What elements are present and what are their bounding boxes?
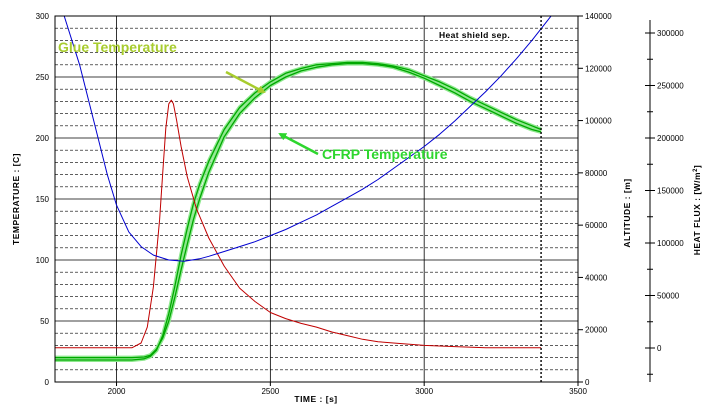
glue-arrow [225, 70, 266, 94]
temperature-tick-label: 150 [36, 195, 50, 204]
series-line [55, 99, 542, 349]
altitude-tick-label: 0 [585, 378, 590, 387]
heatflux-tick-label: 0 [657, 344, 662, 353]
temperature-tick-label: 0 [45, 378, 50, 387]
altitude-tick-label: 60000 [585, 221, 608, 230]
altitude-tick-label: 20000 [585, 326, 608, 335]
series-line [55, 61, 542, 361]
altitude-tick-label: 40000 [585, 273, 608, 282]
temperature-tick-label: 200 [36, 134, 50, 143]
x-axis-label: TIME : [s] [294, 394, 337, 404]
heatflux-tick-label: 300000 [657, 29, 684, 38]
cfrp-temperature-label: CFRP Temperature [322, 146, 448, 162]
heatflux-tick-label: 150000 [657, 187, 684, 196]
grid [55, 16, 578, 382]
heatflux-tick-label: 200000 [657, 134, 684, 143]
heatflux-label-sup: 2 [693, 168, 699, 172]
x-tick-label: 3500 [569, 387, 587, 396]
altitude-axis-ticks: 0 20000 40000 60000 80000 100000 120000 140000 [578, 12, 612, 387]
heatflux-tick-label: 50000 [657, 292, 680, 301]
x-tick-label: 2500 [261, 387, 279, 396]
heatflux-label-main: HEAT FLUX : [W/m [692, 172, 702, 255]
altitude-tick-label: 100000 [585, 117, 612, 126]
cfrp-arrow [278, 132, 319, 156]
heatflux-label-end: ] [692, 165, 702, 168]
temperature-tick-label: 100 [36, 256, 50, 265]
heatflux-axis-label: HEAT FLUX : [W/m2] [692, 165, 702, 256]
plot-frame [54, 15, 579, 383]
temperature-axis-label: TEMPERATURE : [C] [11, 153, 21, 245]
temperature-tick-label: 300 [36, 12, 50, 21]
heatflux-axis-ticks: 0 50000 100000 150000 200000 250000 300000 [645, 29, 684, 375]
temperature-axis-ticks: 0 50 100 150 200 250 300 [36, 12, 50, 387]
x-tick-label: 3000 [415, 387, 433, 396]
x-tick-label: 2000 [108, 387, 126, 396]
altitude-tick-label: 120000 [585, 64, 612, 73]
series-line [55, 62, 542, 359]
series-line [63, 16, 552, 262]
x-axis-ticks: 2000 2500 3000 3500 [108, 382, 587, 396]
altitude-tick-label: 140000 [585, 12, 612, 21]
heatflux-tick-label: 100000 [657, 239, 684, 248]
temperature-tick-label: 250 [36, 73, 50, 82]
series-layer [55, 16, 552, 362]
heat-shield-label: Heat shield sep. [439, 30, 510, 40]
heatflux-tick-label: 250000 [657, 82, 684, 91]
altitude-axis-label: ALTITUDE : [m] [622, 178, 632, 247]
glue-temperature-label: Glue Temperature [58, 39, 177, 55]
altitude-tick-label: 80000 [585, 169, 608, 178]
temperature-tick-label: 50 [40, 317, 49, 326]
